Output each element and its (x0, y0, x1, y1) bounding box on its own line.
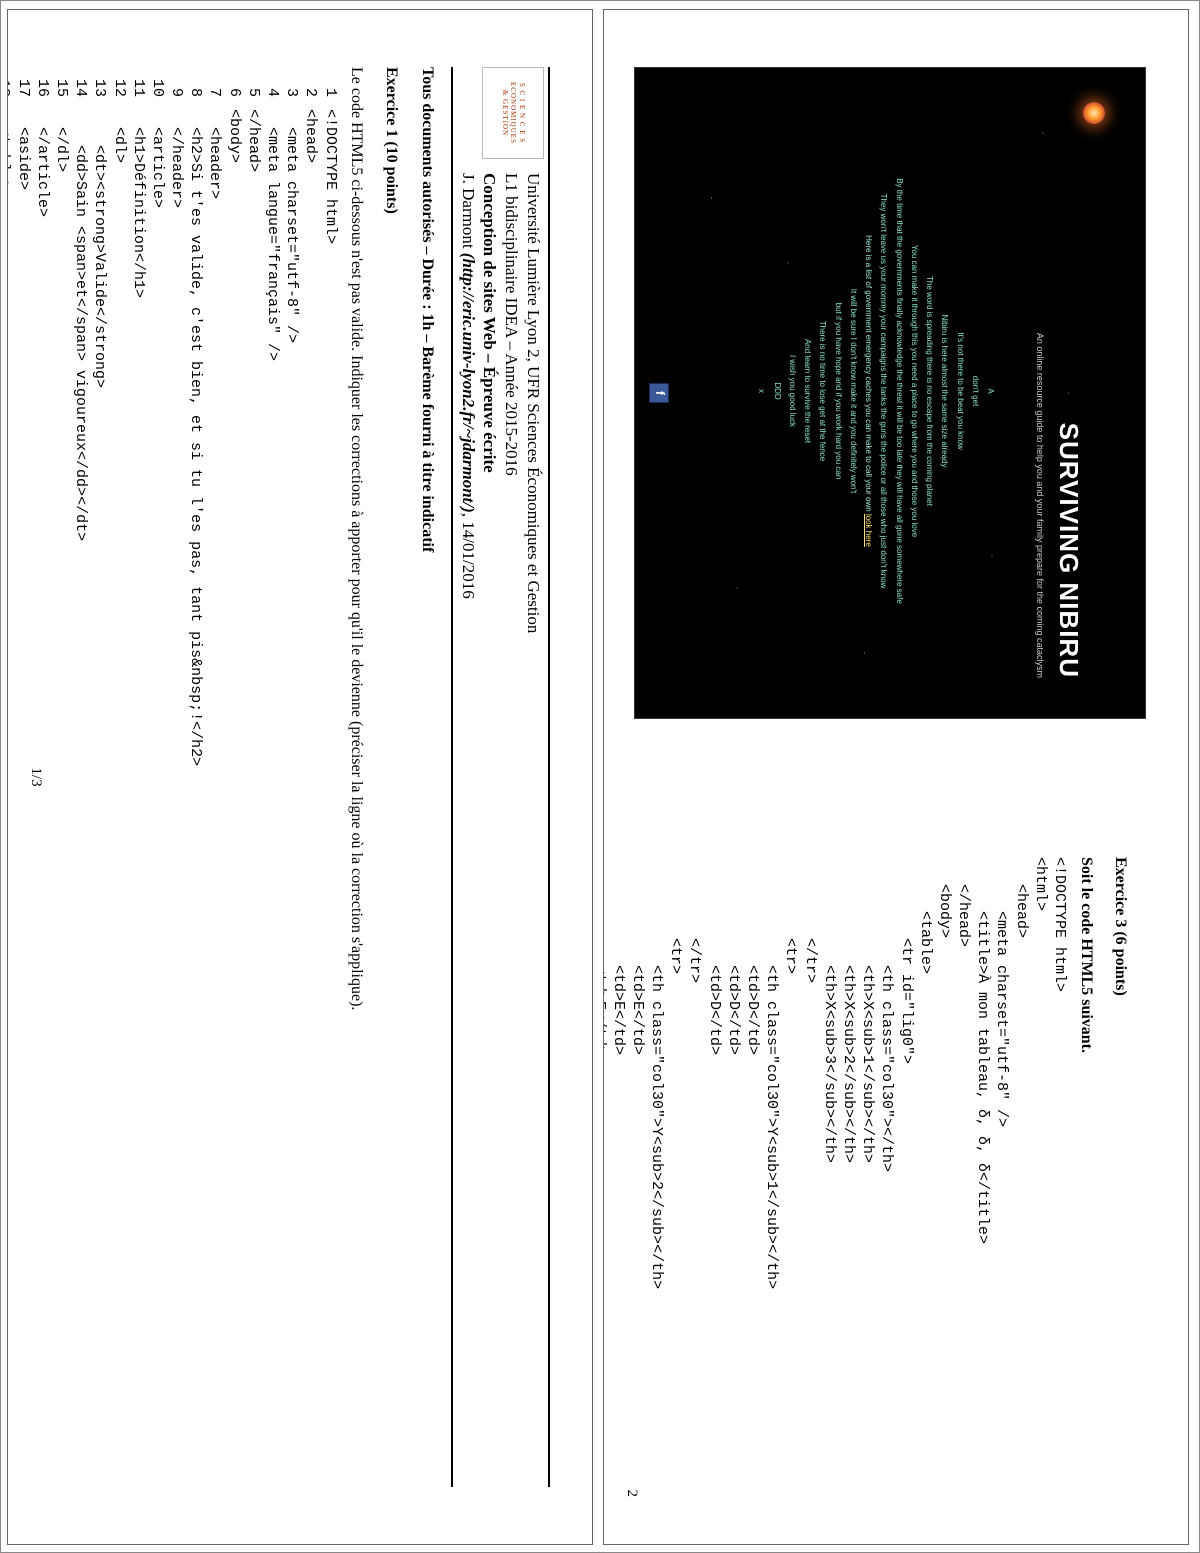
code-line: <td>D</td> (705, 857, 724, 1487)
code-line: <td>E</td> (628, 857, 647, 1487)
code-line: <tr> (781, 857, 800, 1487)
code-line: <body> (935, 857, 954, 1487)
ex1-title: Exercice 1 (10 points) (380, 67, 400, 1487)
nibiru-line: Here is a list of government emergency c… (863, 235, 873, 547)
nibiru-line: It will be sure I don't know make it and… (848, 289, 858, 494)
nibiru-subtitle: An online resource guide to help you and… (1033, 118, 1045, 678)
logo-line-2: ECONOMIQUES (509, 82, 518, 144)
code-line: 2<head> (301, 67, 320, 1487)
logo-line-3: & GESTION (500, 90, 509, 136)
nibiru-line: Nibiru is here almost the same size alre… (939, 315, 949, 468)
code-line: <head> (1012, 857, 1031, 1487)
code-line: <!DOCTYPE html> (1050, 857, 1069, 1487)
nibiru-line: but if you have hope and if you work har… (832, 303, 842, 480)
nibiru-line: don't get (970, 376, 980, 406)
doc-header: S C I E N C E S ECONOMIQUES & GESTION Un… (451, 67, 550, 1487)
code-line: <html> (1031, 857, 1050, 1487)
code-line: 15 </dl> (52, 67, 71, 1487)
nibiru-line: I wish you good luck (787, 355, 797, 427)
page-2-content: SURVIVING NIBIRU An online resource guid… (616, 27, 1176, 1527)
code-line: <th>X<sub>2</sub></th> (839, 857, 858, 1487)
code-line: </tr> (685, 857, 704, 1487)
code-line: <td>E</td> (603, 857, 609, 1487)
code-line: <title>À mon tableau, δ, δ, δ</title> (973, 857, 992, 1487)
ex3-title: Exercice 3 (6 points) (1110, 857, 1130, 1487)
code-line: <th class="col30"></th> (877, 857, 896, 1487)
nibiru-line: DDD (771, 382, 781, 399)
nibiru-line: You can make it through this you need a … (909, 245, 919, 537)
code-line: </tr> (800, 857, 819, 1487)
code-line: <td>D</td> (743, 857, 762, 1487)
code-line: <meta charset="utf-8" /> (992, 857, 1011, 1487)
code-line: 13 <dt><strong>Valide</strong> (90, 67, 109, 1487)
code-line: <tr id="lig0"> (896, 857, 915, 1487)
nibiru-line: It's not there to be beat you know (954, 332, 964, 450)
header-line-1: Université Lumière Lyon 2, UFR Sciences … (522, 173, 544, 1487)
code-line: 7 <header> (205, 67, 224, 1487)
nibiru-line: The word is spreading there is no escape… (924, 276, 934, 506)
header-line-2: L1 bidisciplinaire IDEA – Année 2015-201… (501, 173, 523, 1487)
nibiru-line: By the time that the governments finally… (893, 178, 903, 604)
code-line: 11 <h1>Définition</h1> (129, 67, 148, 1487)
page-1-content: S C I E N C E S ECONOMIQUES & GESTION Un… (20, 27, 580, 1527)
code-line: 4 <meta langue="français" /> (263, 67, 282, 1487)
code-line: 6<body> (224, 67, 243, 1487)
logo-line-1: S C I E N C E S (517, 83, 526, 143)
code-line: 18 <table> (7, 67, 13, 1487)
nibiru-screenshot: SURVIVING NIBIRU An online resource guid… (634, 67, 1146, 719)
intro: Tous documents autorisés – Durée : 1h – … (417, 67, 437, 1487)
code-line: <td>E</td> (609, 857, 628, 1487)
code-line: 8 <h2>Si t'es valide, c'est bien, et si … (186, 67, 205, 1487)
code-line: 10 <article> (148, 67, 167, 1487)
header-line-3: Conception de sites Web – Épreuve écrite (479, 173, 501, 1487)
nibiru-link[interactable]: look here (864, 514, 873, 547)
code-line: 5</head> (244, 67, 263, 1487)
ex3-code: <!DOCTYPE html><html> <head> <meta chars… (603, 857, 1069, 1487)
header-text: Université Lumière Lyon 2, UFR Sciences … (457, 159, 544, 1487)
nibiru-title: SURVIVING NIBIRU (1052, 423, 1085, 678)
nibiru-line: A (985, 388, 995, 393)
ex3-intro: Soit le code HTML5 suivant. (1075, 857, 1095, 1487)
code-line: <th class="col30">Y<sub>1</sub></th> (762, 857, 781, 1487)
code-line: </head> (954, 857, 973, 1487)
nibiru-line: x (756, 389, 766, 393)
ex1-prompt: Le code HTML5 ci-dessous n'est pas valid… (346, 67, 366, 1487)
nibiru-diamond-text: Adon't get It's not there to be beat you … (695, 176, 995, 606)
nibiru-line: And learn to survive the reset (802, 339, 812, 443)
header-line-4: J. Darmont (http://eric.univ-lyon2.fr/~j… (457, 173, 479, 1487)
facebook-icon[interactable]: f (649, 383, 669, 403)
code-line: <table> (916, 857, 935, 1487)
code-line: <th>X<sub>3</sub></th> (820, 857, 839, 1487)
code-line: 9 </header> (167, 67, 186, 1487)
code-line: 14 <dd>Sain <span>et</span> vigoureux</d… (71, 67, 90, 1487)
sheet: S C I E N C E S ECONOMIQUES & GESTION Un… (0, 0, 1200, 1553)
code-line: 3 <meta charset="utf-8" /> (282, 67, 301, 1487)
code-line: <th class="col30">Y<sub>2</sub></th> (647, 857, 666, 1487)
page-2: SURVIVING NIBIRU An online resource guid… (603, 9, 1189, 1545)
nibiru-footer: f (649, 68, 669, 718)
nibiru-line: There is no time to lose get at the fenc… (817, 321, 827, 462)
page-2-footer: 2 (622, 1490, 641, 1498)
page-1-footer: 1/3 (26, 27, 45, 1527)
code-line: 12 <dl> (109, 67, 128, 1487)
nibiru-line: They won't leave us your mommy your camp… (878, 194, 888, 589)
code-line: <tr> (666, 857, 685, 1487)
code-line: <td>D</td> (724, 857, 743, 1487)
logo: S C I E N C E S ECONOMIQUES & GESTION (482, 67, 544, 159)
code-line: 1<!DOCTYPE html> (320, 67, 339, 1487)
ex1-code: 1<!DOCTYPE html>2<head>3 <meta charset="… (7, 67, 340, 1487)
sun-icon (1083, 102, 1105, 124)
code-line: <th>X<sub>1</sub></th> (858, 857, 877, 1487)
page-1: S C I E N C E S ECONOMIQUES & GESTION Un… (7, 9, 593, 1545)
